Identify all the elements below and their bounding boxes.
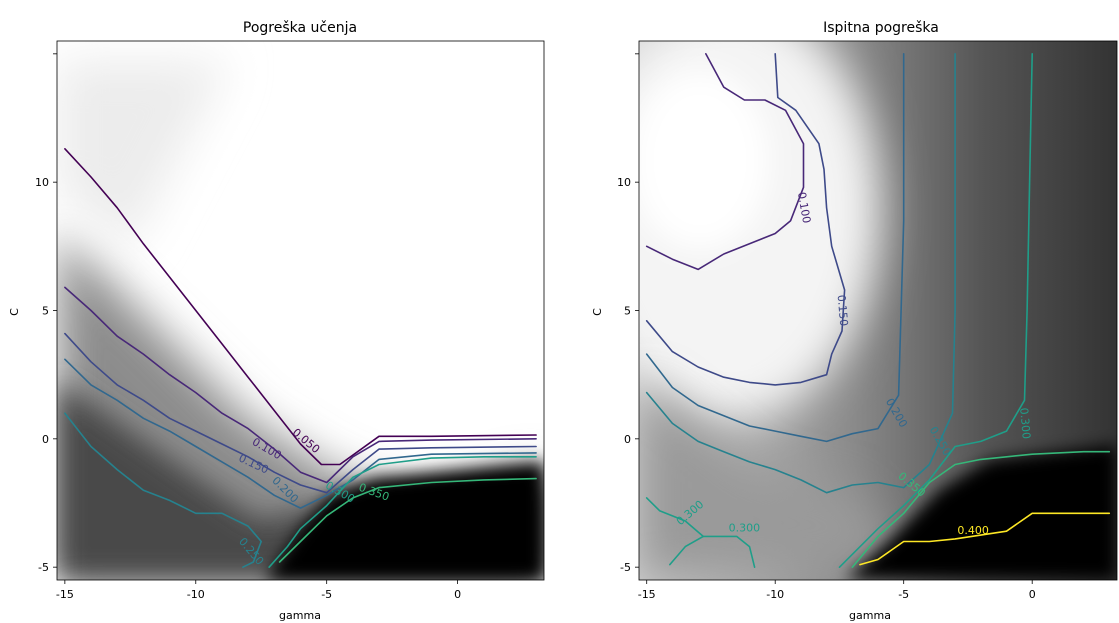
y-tick-label: 10 — [617, 176, 631, 189]
contour-line-0.100 — [645, 53, 805, 271]
contour-label: 0.300 — [1017, 407, 1033, 440]
x-tick-label: 0 — [1029, 588, 1036, 601]
contour-line-0.400 — [859, 512, 1111, 566]
y-axis-label-training: C — [8, 308, 21, 316]
chart-panel-test: Ispitna pogreška 0.1000.1500.2000.2500.3… — [591, 20, 1118, 622]
contour-label: 0.300 — [729, 522, 761, 535]
y-tick-label: 5 — [42, 305, 49, 318]
contour-label: 0.150 — [835, 294, 851, 327]
y-tick-label: 5 — [624, 305, 631, 318]
x-axis-label-training: gamma — [279, 609, 321, 622]
heatmap-test: 0.1000.1500.2000.2500.3000.3000.3000.350… — [639, 41, 1117, 580]
x-tick-label: -5 — [898, 588, 909, 601]
contour-line-0.200 — [645, 53, 905, 443]
contour-line-0.150 — [64, 332, 537, 494]
chart-panel-training: Pogreška učenja 0.0500.1000.1500.2000.25… — [8, 20, 545, 622]
x-tick-label: -10 — [187, 588, 205, 601]
x-tick-label: -10 — [766, 588, 784, 601]
x-axis-label-test: gamma — [849, 609, 891, 622]
contour-line-0.300 — [669, 535, 704, 566]
chart-title-training: Pogreška učenja — [243, 20, 357, 36]
x-tick-label: 0 — [454, 588, 461, 601]
contour-line-0.250 — [645, 53, 956, 494]
y-tick-label: 0 — [624, 433, 631, 446]
y-tick-label: -5 — [620, 561, 631, 574]
contour-label: 0.100 — [795, 191, 813, 224]
contour-line-0.200 — [64, 358, 537, 509]
contour-line-0.100 — [64, 286, 537, 484]
contour-label: 0.400 — [957, 524, 989, 537]
x-tick-label: -15 — [56, 588, 74, 601]
contour-line-0.350 — [278, 477, 537, 563]
x-tick-label: -5 — [321, 588, 332, 601]
contour-line-0.350 — [851, 450, 1111, 568]
y-axis-label-test: C — [591, 308, 604, 316]
chart-title-test: Ispitna pogreška — [823, 20, 939, 36]
contour-line-0.300 — [838, 53, 1033, 568]
contour-line-0.250 — [64, 412, 262, 568]
axes-training: -15 -10 -5 0 -5 0 5 10 — [35, 53, 461, 601]
y-tick-label: -5 — [38, 561, 49, 574]
axes-test: -15 -10 -5 0 -5 0 5 10 — [617, 53, 1036, 601]
x-tick-label: -15 — [638, 588, 656, 601]
y-tick-label: 10 — [35, 176, 49, 189]
contour-line-0.300 — [268, 456, 537, 568]
y-tick-label: 0 — [42, 433, 49, 446]
contour-line-0.050 — [64, 148, 537, 466]
contour-line-0.150 — [645, 53, 846, 386]
